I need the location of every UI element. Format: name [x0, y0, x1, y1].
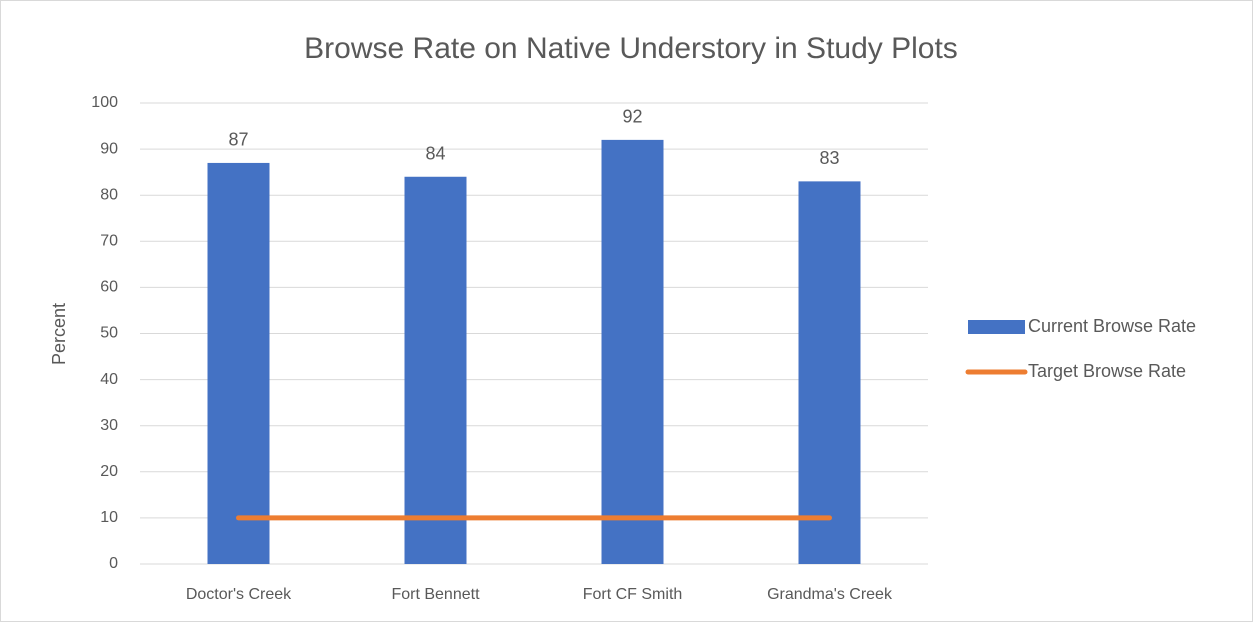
- legend-swatch: [968, 320, 1025, 334]
- y-tick-label: 0: [109, 555, 118, 572]
- bar: [404, 176, 467, 564]
- bar: [798, 181, 861, 564]
- data-label: 87: [228, 130, 248, 150]
- y-tick-label: 70: [100, 233, 118, 250]
- y-tick-label: 10: [100, 509, 118, 526]
- data-label: 83: [819, 148, 839, 168]
- y-tick-label: 50: [100, 325, 118, 342]
- bar: [207, 162, 270, 564]
- y-axis-label: Percent: [49, 303, 69, 365]
- y-tick-label: 100: [91, 94, 118, 111]
- y-tick-label: 20: [100, 463, 118, 480]
- y-tick-label: 60: [100, 279, 118, 296]
- x-tick-label: Doctor's Creek: [186, 586, 292, 603]
- chart-title: Browse Rate on Native Understory in Stud…: [304, 32, 958, 65]
- x-tick-label: Grandma's Creek: [767, 586, 893, 603]
- data-label: 92: [622, 107, 642, 127]
- y-tick-label: 90: [100, 140, 118, 157]
- legend-label: Target Browse Rate: [1028, 361, 1186, 381]
- data-label: 84: [425, 144, 445, 164]
- y-tick-label: 80: [100, 186, 118, 203]
- bar: [601, 139, 664, 564]
- x-tick-label: Fort CF Smith: [583, 586, 683, 603]
- y-tick-label: 40: [100, 371, 118, 388]
- legend-label: Current Browse Rate: [1028, 316, 1196, 336]
- y-tick-label: 30: [100, 417, 118, 434]
- x-tick-label: Fort Bennett: [391, 586, 480, 603]
